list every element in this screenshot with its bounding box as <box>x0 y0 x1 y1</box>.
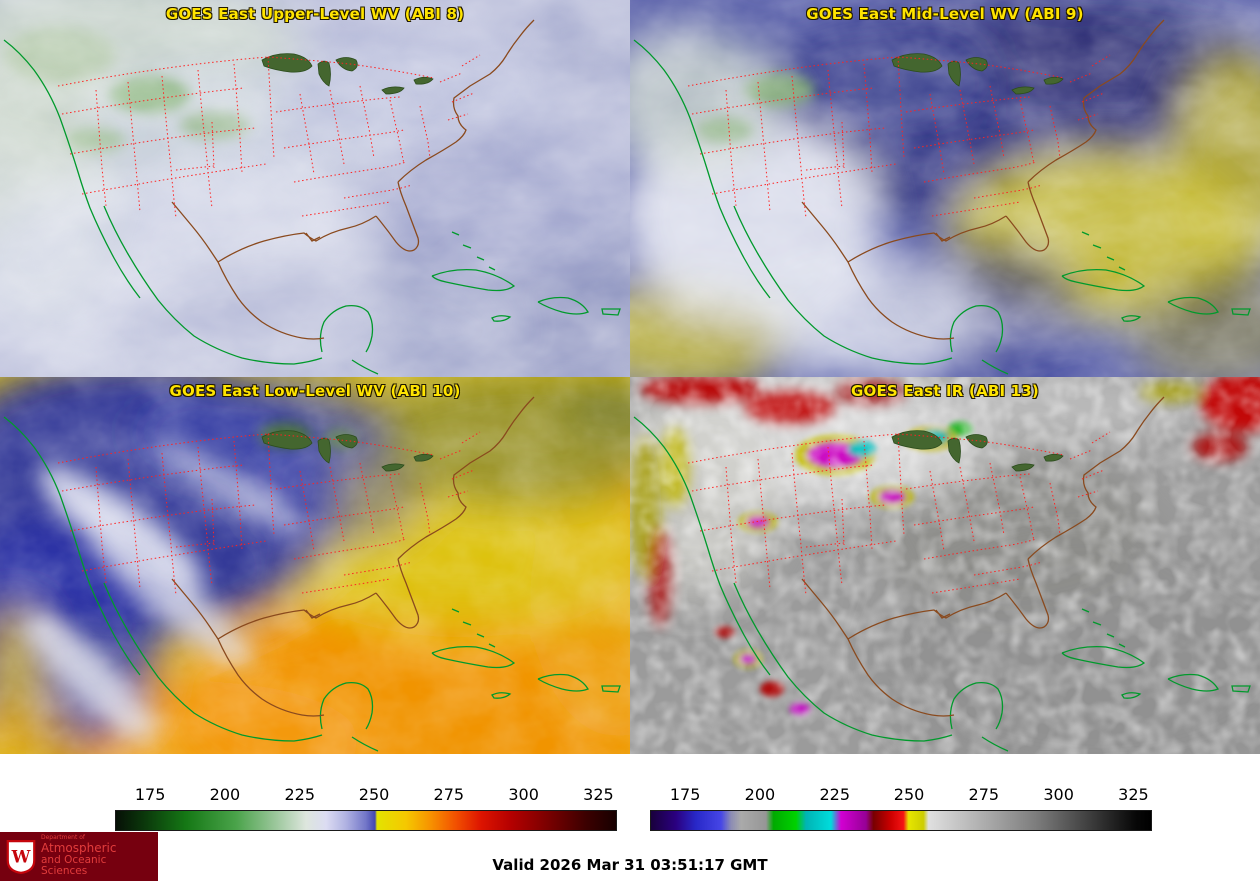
colorbar-tick: 200 <box>744 785 776 804</box>
uw-crest-icon: W <box>6 839 36 874</box>
wv-colorbar-bar <box>115 810 617 831</box>
colorbar-tick: 275 <box>433 785 465 804</box>
logo-line-2: Atmospheric <box>41 840 117 855</box>
ir-colorbar: 175 200 225 250 275 300 325 <box>650 782 1152 831</box>
colorbar-tick: 225 <box>284 785 316 804</box>
crest-letter: W <box>11 846 31 866</box>
panel-upper-level-wv: GOES East Upper-Level WV (ABI 8) <box>0 0 630 377</box>
wv-colorbar: 175 200 225 250 275 300 325 <box>115 782 617 831</box>
ir-colorbar-bar <box>650 810 1152 831</box>
colorbar-tick: 325 <box>583 785 614 804</box>
legend-area: 175 200 225 250 275 300 325 175 200 225 250 275 300… <box>0 754 1260 881</box>
colorbar-tick: 175 <box>669 785 701 804</box>
colorbar-tick: 300 <box>1043 785 1074 804</box>
satellite-image-abi9 <box>630 0 1260 377</box>
colorbar-tick: 275 <box>968 785 1000 804</box>
colorbar-tick: 200 <box>209 785 241 804</box>
panel-mid-level-wv: GOES East Mid-Level WV (ABI 9) <box>630 0 1260 377</box>
logo-text: Department of Atmospheric and Oceanic Sc… <box>41 834 152 878</box>
colorbar-tick: 225 <box>819 785 851 804</box>
satellite-image-abi10 <box>0 377 630 754</box>
logo-line-3: and Oceanic Sciences <box>41 853 107 878</box>
wv-colorbar-ticks: 175 200 225 250 275 300 325 <box>115 782 617 810</box>
satellite-image-abi13 <box>630 377 1260 754</box>
panel-low-level-wv: GOES East Low-Level WV (ABI 10) <box>0 377 630 754</box>
valid-time-label: Valid 2026 Mar 31 03:51:17 GMT <box>492 856 768 874</box>
colorbar-tick: 175 <box>134 785 166 804</box>
aos-department-logo: W Department of Atmospheric and Oceanic … <box>0 832 158 881</box>
colorbar-tick: 325 <box>1118 785 1149 804</box>
satellite-quadrant-grid: GOES East Upper-Level WV (ABI 8) <box>0 0 1260 754</box>
colorbar-tick: 250 <box>358 785 390 804</box>
colorbar-tick: 250 <box>893 785 925 804</box>
panel-ir: GOES East IR (ABI 13) <box>630 377 1260 754</box>
colorbar-tick: 300 <box>508 785 539 804</box>
logo-line-1: Department of <box>41 834 85 842</box>
ir-colorbar-ticks: 175 200 225 250 275 300 325 <box>650 782 1152 810</box>
satellite-image-abi8 <box>0 0 630 377</box>
